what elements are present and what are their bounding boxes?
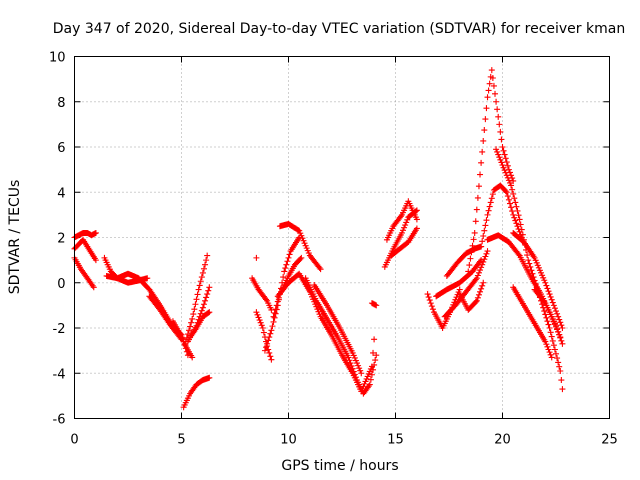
x-tick-label: 5 [177, 433, 185, 448]
chart-title: Day 347 of 2020, Sidereal Day-to-day VTE… [53, 21, 625, 37]
data-point-marks [465, 67, 517, 275]
x-tick-label: 0 [70, 433, 78, 448]
data-point-marks [443, 243, 485, 279]
y-tick-labels: -6 -4 -2 0 2 4 6 8 10 [49, 51, 66, 428]
series-arc-36 [510, 284, 555, 361]
data-points [71, 67, 566, 411]
series-arc-5 [103, 270, 191, 359]
data-point-marks [510, 229, 566, 331]
series-arc-12 [253, 254, 260, 261]
series-arc-34 [531, 286, 566, 347]
data-point-marks [383, 198, 420, 243]
data-point-marks [302, 275, 380, 397]
data-point-marks [249, 275, 275, 313]
x-tick-label: 25 [601, 433, 618, 448]
y-tick-label: -6 [53, 413, 66, 428]
x-tick-label: 15 [387, 433, 404, 448]
data-point-marks [433, 257, 485, 300]
series-arc-10 [184, 284, 213, 345]
data-point-marks [311, 282, 365, 377]
data-point-marks [478, 182, 525, 250]
data-point-marks [531, 286, 566, 347]
data-point-marks [484, 232, 564, 341]
series-arc-23 [383, 198, 420, 243]
series-arc-30 [465, 67, 517, 275]
data-point-marks [456, 279, 487, 313]
series-arc-29 [456, 279, 487, 313]
series-arc-35 [510, 229, 566, 331]
y-tick-label: 0 [57, 277, 65, 292]
series-arc-11 [180, 374, 213, 411]
series-arc-1 [71, 229, 99, 241]
data-point-marks [441, 248, 491, 320]
grid-lines [74, 56, 610, 419]
data-point-marks [388, 225, 420, 259]
series-arc-13 [249, 275, 275, 313]
y-axis-label: SDTVAR / TECUs [7, 180, 23, 295]
series-arc-27 [441, 248, 491, 320]
data-point-marks [510, 284, 555, 361]
y-tick-label: 8 [57, 96, 65, 111]
x-axis-label: GPS time / hours [281, 458, 398, 474]
y-tick-label: -4 [53, 367, 66, 382]
data-point-marks [253, 254, 260, 261]
series-arc-31 [478, 182, 525, 250]
data-point-marks [71, 229, 99, 241]
y-tick-label: 10 [49, 51, 66, 66]
series-arc-32 [493, 146, 566, 393]
plot-frame [74, 56, 610, 419]
data-point-marks [368, 300, 380, 309]
data-point-marks [184, 284, 213, 345]
series-arc-28 [443, 243, 485, 279]
x-tick-label: 10 [280, 433, 297, 448]
y-tick-label: 2 [57, 232, 65, 247]
y-tick-label: 6 [57, 141, 65, 156]
series-arc-17 [276, 220, 324, 273]
data-point-marks [180, 374, 213, 411]
y-tick-label: -2 [53, 322, 66, 337]
data-point-marks [276, 220, 324, 273]
series-arc-24 [388, 225, 420, 259]
series-arc-33 [484, 232, 564, 341]
series-arc-19 [302, 275, 380, 397]
data-point-marks [103, 270, 191, 359]
data-point-marks [493, 146, 566, 393]
series-arc-20 [311, 282, 365, 377]
x-tick-labels: 0 5 10 15 20 25 [70, 433, 617, 448]
series-arc-26 [433, 257, 485, 300]
y-tick-label: 4 [57, 186, 65, 201]
x-tick-label: 20 [494, 433, 511, 448]
series-arc-21 [368, 300, 380, 309]
